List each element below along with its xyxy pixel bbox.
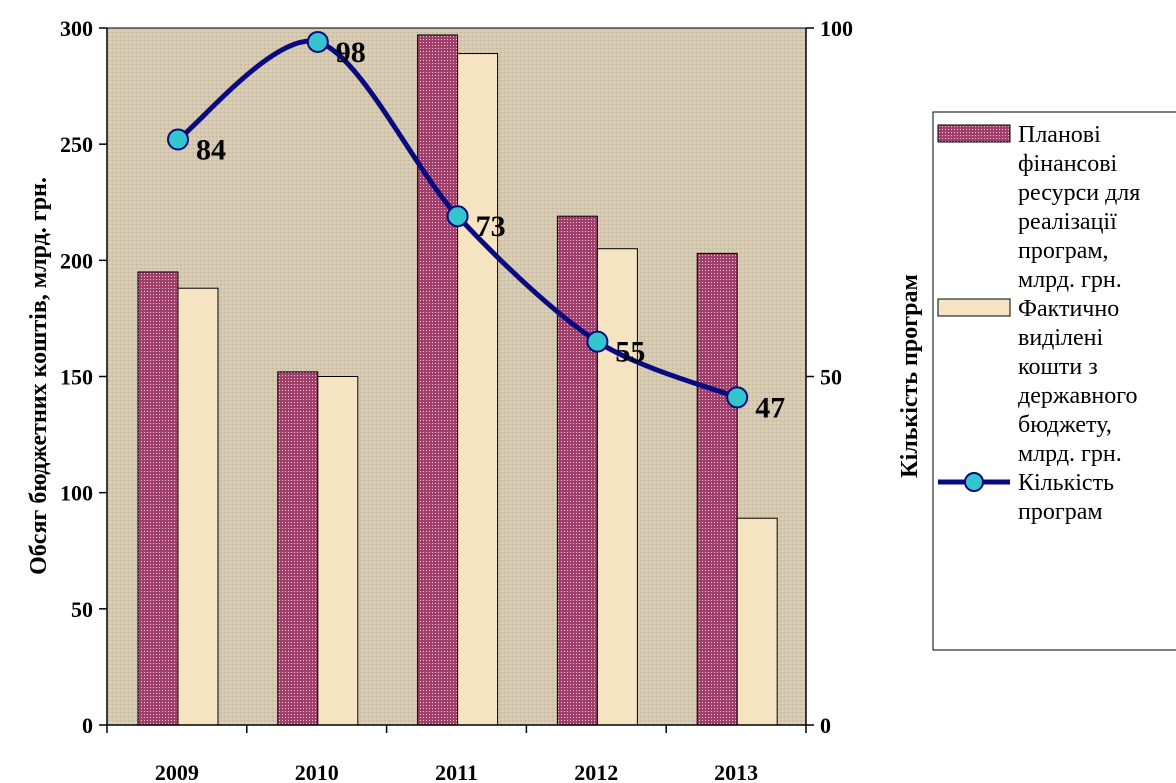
bar-planned-2010: [277, 371, 319, 726]
y-tick-label-right: 0: [820, 713, 831, 738]
legend-label-line: програм,: [1018, 238, 1109, 264]
legend-label-line: млрд. грн.: [1018, 267, 1122, 293]
bars-layer: [137, 34, 778, 726]
legend-label-line: реалізації: [1018, 209, 1117, 235]
y-tick-label-left: 100: [60, 481, 93, 506]
legend-label-line: державного: [1018, 383, 1138, 409]
axes-layer: 0 50 100 150 200 250 300 0 50 100 2009 2010 2011 2012…: [60, 16, 853, 783]
marker-2011: [446, 205, 469, 228]
y-axis-title-right: Кількість програм: [897, 274, 923, 478]
x-tick-label-2011: 2011: [435, 760, 478, 783]
y-tick-label-left: 250: [60, 132, 93, 157]
bar-actual-2010: [317, 376, 359, 726]
legend-items: Планові фінансові ресурси для реалізації про…: [937, 122, 1140, 525]
legend-label-line: виділені: [1018, 325, 1104, 351]
x-tick-label-2009: 2009: [155, 760, 199, 783]
data-label-2013: 47: [755, 391, 785, 424]
legend-label-line: бюджету,: [1018, 412, 1112, 438]
legend-swatch-programs-marker: [964, 472, 984, 492]
y-tick-label-left: 150: [60, 365, 93, 390]
legend-swatch-planned: [937, 124, 1011, 143]
marker-2010: [306, 30, 329, 53]
marker-2012: [586, 330, 609, 353]
y-tick-label-left: 200: [60, 248, 93, 273]
legend-label-line: кошти з: [1018, 354, 1098, 380]
x-tick-label-2013: 2013: [714, 760, 758, 783]
labels-layer: 84 98 73 55 47: [196, 36, 785, 424]
bar-planned-2011: [417, 34, 459, 726]
legend-swatch-actual: [937, 298, 1011, 317]
data-label-2012: 55: [615, 336, 645, 369]
legend-box: [932, 111, 1176, 651]
legend-label-line: фінансові: [1018, 151, 1118, 177]
legend: Планові фінансові ресурси для реалізації про…: [932, 111, 1176, 651]
y-axis-title-left: Обсяг бюджетних коштів, млрд. грн.: [26, 177, 52, 575]
data-label-2009: 84: [196, 134, 226, 167]
marker-2013: [726, 386, 749, 409]
y-tick-label-left: 300: [60, 16, 93, 41]
bar-actual-2009: [177, 287, 219, 726]
data-label-2010: 98: [336, 36, 366, 69]
bar-planned-2013: [696, 252, 738, 726]
markers-layer: [167, 30, 749, 409]
bar-actual-2013: [736, 517, 778, 726]
bar-actual-2011: [457, 53, 499, 726]
legend-label-line: Планові: [1018, 122, 1101, 148]
legend-label-line: ресурси для: [1018, 180, 1140, 206]
bar-planned-2012: [556, 215, 598, 726]
y-tick-label-right: 100: [820, 16, 853, 41]
y-tick-label-left: 50: [71, 597, 93, 622]
data-label-2011: 73: [476, 210, 506, 243]
marker-2009: [167, 128, 189, 151]
bar-actual-2012: [596, 248, 638, 726]
legend-label-line: Кількість: [1018, 470, 1114, 496]
x-tick-label-2010: 2010: [295, 760, 339, 783]
y-tick-label-left: 0: [82, 713, 93, 738]
legend-label-line: Фактично: [1018, 296, 1119, 322]
bar-planned-2009: [137, 271, 179, 726]
y-tick-label-right: 50: [820, 365, 842, 390]
legend-label-line: млрд. грн.: [1018, 441, 1122, 467]
legend-label-line: програм: [1018, 499, 1103, 525]
x-tick-label-2012: 2012: [574, 760, 618, 783]
